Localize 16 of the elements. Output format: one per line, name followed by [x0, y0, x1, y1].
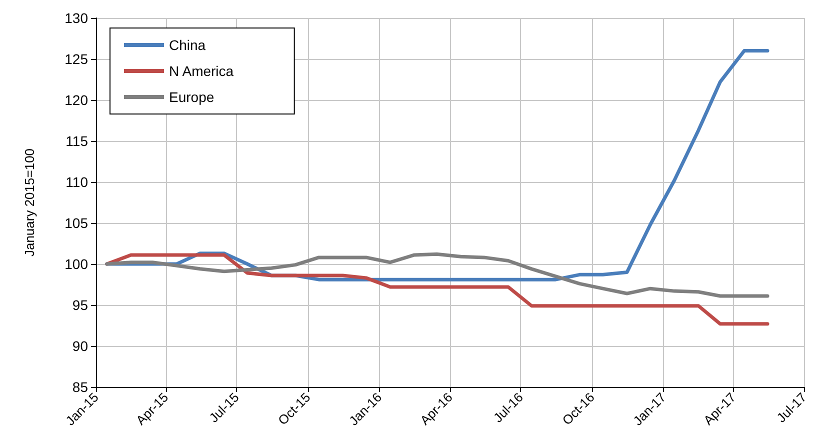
- y-tick-label: 115: [66, 133, 88, 149]
- y-tick-label: 90: [72, 338, 88, 354]
- y-tick-label: 95: [72, 297, 88, 313]
- line-series: [105, 253, 770, 326]
- y-tick-label: 125: [64, 51, 88, 67]
- y-tick-label: 130: [64, 10, 88, 26]
- y-tick-label: 110: [66, 174, 88, 190]
- y-tick-label: 85: [72, 379, 88, 395]
- legend-label: Europe: [169, 89, 214, 105]
- y-tick-label: 120: [64, 92, 88, 108]
- y-tick-label: 100: [64, 256, 88, 272]
- y-tick-label: 105: [64, 215, 88, 231]
- legend-label: China: [169, 37, 206, 53]
- y-axis-title: January 2015=100: [22, 148, 37, 257]
- line-series: [105, 252, 770, 298]
- legend-label: N America: [169, 63, 234, 79]
